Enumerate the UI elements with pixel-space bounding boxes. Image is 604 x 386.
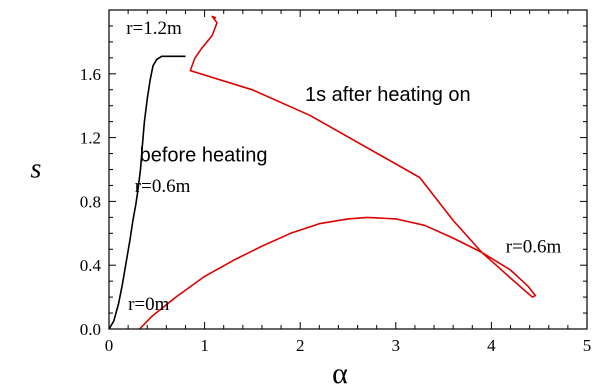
series-layer xyxy=(108,15,537,330)
y-tick-label: 0.8 xyxy=(80,192,101,211)
series-line-1 xyxy=(108,55,186,330)
y-tick-label: 1.6 xyxy=(80,65,101,84)
x-axis-title: α xyxy=(332,357,348,386)
y-axis-title: s xyxy=(31,154,42,185)
x-tick-label: 4 xyxy=(487,336,496,355)
annotation-label: r=0.6m xyxy=(506,236,562,257)
annotation-label: r=0.6m xyxy=(135,176,191,197)
annotation-label: before heating xyxy=(140,145,268,167)
series-line-2 xyxy=(139,15,537,330)
plot-frame xyxy=(108,9,588,330)
x-tick-label: 1 xyxy=(200,336,209,355)
y-tick-label: 0.4 xyxy=(80,256,102,275)
y-tick-label: 1.2 xyxy=(80,129,101,148)
x-tick-label: 2 xyxy=(296,336,305,355)
x-tick-label: 3 xyxy=(392,336,401,355)
annotation-label: r=1.2m xyxy=(126,18,182,39)
x-tick-label: 0 xyxy=(105,336,114,355)
y-tick-label: 0.0 xyxy=(80,320,101,339)
x-tick-label: 5 xyxy=(583,336,592,355)
annotation-label: 1s after heating on xyxy=(305,84,471,106)
annotation-layer: r=1.2m 1s after heating on before heating r… xyxy=(126,18,561,315)
annotation-label: r=0m xyxy=(128,294,170,315)
